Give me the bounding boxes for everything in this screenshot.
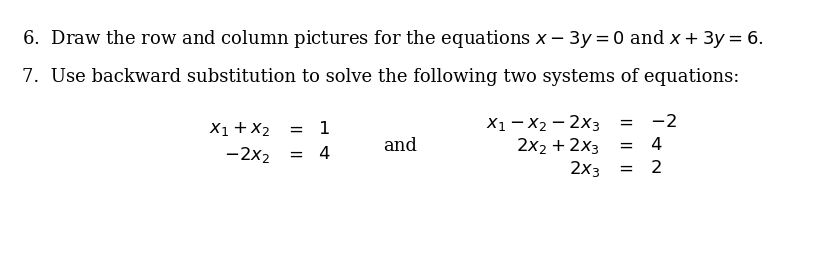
Text: 6.  Draw the row and column pictures for the equations $x - 3y = 0$ and $x + 3y : 6. Draw the row and column pictures for … [22, 28, 764, 50]
Text: $1$: $1$ [318, 120, 330, 138]
Text: $x_1 - x_2 - 2x_3$: $x_1 - x_2 - 2x_3$ [486, 113, 600, 133]
Text: $2x_3$: $2x_3$ [569, 159, 600, 179]
Text: and: and [383, 137, 417, 155]
Text: $2$: $2$ [650, 159, 662, 177]
Text: $4$: $4$ [318, 145, 330, 163]
Text: $=$: $=$ [285, 120, 304, 138]
Text: $-2$: $-2$ [650, 113, 676, 131]
Text: $=$: $=$ [615, 136, 634, 154]
Text: $=$: $=$ [615, 113, 634, 131]
Text: $x_1 + x_2$: $x_1 + x_2$ [209, 120, 270, 138]
Text: $=$: $=$ [285, 145, 304, 163]
Text: $4$: $4$ [650, 136, 663, 154]
Text: $-2x_2$: $-2x_2$ [224, 145, 270, 165]
Text: $2x_2 + 2x_3$: $2x_2 + 2x_3$ [516, 136, 600, 156]
Text: $=$: $=$ [615, 159, 634, 177]
Text: 7.  Use backward substitution to solve the following two systems of equations:: 7. Use backward substitution to solve th… [22, 68, 739, 86]
